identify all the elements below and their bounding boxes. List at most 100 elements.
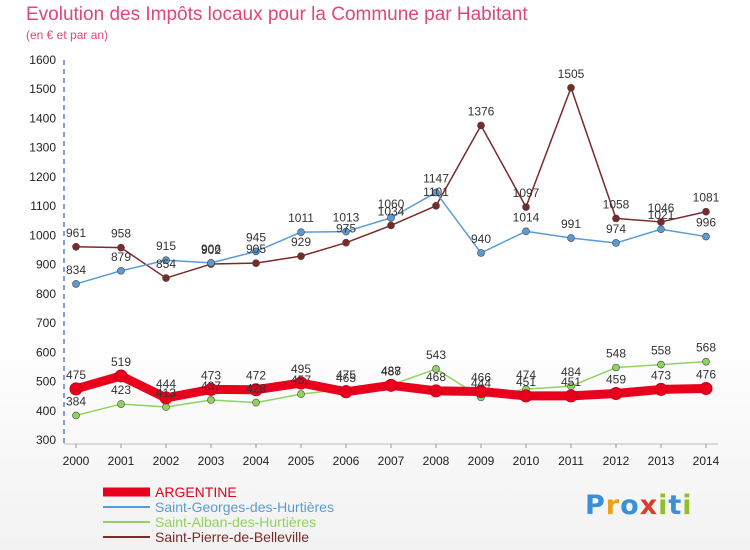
data-label: 1058: [603, 197, 630, 211]
data-point: [657, 360, 665, 369]
x-tick-label: 2008: [423, 454, 450, 468]
x-tick-label: 2012: [603, 454, 630, 468]
y-tick-label: 1400: [29, 111, 56, 125]
data-point: [612, 239, 620, 247]
x-tick-label: 2004: [243, 454, 270, 468]
data-label: 457: [291, 373, 311, 387]
data-label: 488: [381, 364, 401, 378]
data-point: [339, 385, 353, 399]
data-point: [609, 387, 623, 401]
x-tick-label: 2001: [108, 454, 135, 468]
data-label: 548: [606, 347, 626, 361]
data-point: [702, 207, 710, 216]
data-label: 476: [696, 368, 716, 382]
data-label: 444: [156, 377, 176, 391]
data-label: 473: [201, 368, 221, 382]
data-label: 1081: [693, 191, 720, 205]
x-tick-label: 2006: [333, 454, 360, 468]
data-label: 484: [561, 365, 581, 379]
x-tick-label: 2010: [513, 454, 540, 468]
x-tick-label: 2003: [198, 454, 225, 468]
data-label: 459: [606, 373, 626, 387]
proxiti-logo: Proxiti: [585, 490, 693, 521]
data-label: 472: [246, 369, 266, 383]
data-label: 1034: [378, 204, 405, 218]
data-label: 558: [651, 344, 671, 358]
x-tick-label: 2005: [288, 454, 315, 468]
data-point: [474, 384, 488, 398]
data-label: 474: [516, 368, 536, 382]
data-point: [477, 121, 485, 130]
data-label: 1011: [288, 211, 314, 225]
x-tick-label: 2013: [648, 454, 675, 468]
data-label: 475: [66, 368, 86, 382]
data-label: 465: [336, 371, 356, 385]
y-tick-label: 1500: [29, 82, 56, 96]
data-point: [297, 390, 305, 398]
data-point: [249, 383, 263, 397]
data-label: 475: [336, 368, 356, 382]
data-label: 468: [426, 370, 446, 384]
data-label: 1097: [513, 186, 540, 200]
data-point: [162, 274, 170, 282]
y-tick-label: 1600: [29, 53, 56, 67]
y-tick-label: 700: [36, 316, 56, 330]
x-tick-label: 2014: [693, 454, 720, 468]
x-tick-label: 2009: [468, 454, 495, 468]
data-point: [384, 378, 398, 392]
y-tick-label: 1200: [29, 170, 56, 184]
y-tick-label: 1300: [29, 141, 56, 155]
data-label: 905: [246, 242, 266, 256]
data-label: 834: [66, 263, 86, 277]
data-label: 568: [696, 341, 716, 355]
data-point: [252, 247, 260, 256]
data-label: 991: [561, 217, 581, 231]
data-label: 1013: [333, 211, 360, 225]
data-label: 974: [606, 222, 626, 236]
data-label: 929: [291, 235, 311, 249]
data-label: 1014: [513, 210, 540, 224]
data-point: [162, 403, 170, 411]
data-point: [387, 214, 395, 222]
data-point: [654, 382, 668, 396]
data-label: 1021: [648, 208, 675, 222]
data-point: [69, 382, 83, 396]
chart-title: Evolution des Impôts locaux pour la Comm…: [26, 4, 528, 25]
data-point: [342, 227, 350, 236]
data-point: [522, 227, 530, 236]
y-tick-label: 400: [36, 404, 56, 418]
data-label: 487: [381, 364, 401, 378]
y-tick-label: 500: [36, 375, 56, 389]
data-point: [699, 382, 713, 396]
data-point: [297, 252, 305, 260]
data-point: [702, 357, 710, 366]
data-point: [72, 411, 80, 420]
data-label: 854: [156, 257, 176, 271]
data-label: 413: [156, 386, 176, 400]
data-label: 1376: [468, 104, 495, 118]
data-label: 473: [651, 368, 671, 382]
y-tick-label: 1000: [29, 228, 56, 242]
x-tick-label: 2000: [63, 454, 90, 468]
data-point: [162, 256, 170, 265]
chart-subtitle: (en € et par an): [26, 28, 109, 42]
data-label: 451: [516, 375, 536, 389]
data-point: [114, 369, 128, 383]
data-point: [432, 188, 440, 197]
legend-label: ARGENTINE: [155, 484, 237, 500]
data-point: [342, 238, 350, 247]
data-point: [252, 398, 260, 407]
data-label: 945: [246, 230, 266, 244]
legend-label: Saint-Alban-des-Hurtières: [155, 514, 316, 530]
data-point: [117, 243, 125, 252]
data-point: [117, 266, 125, 275]
data-point: [204, 382, 218, 396]
y-tick-label: 900: [36, 258, 56, 272]
data-point: [159, 391, 173, 405]
y-tick-label: 300: [36, 433, 56, 447]
data-point: [657, 225, 665, 234]
data-point: [72, 242, 80, 251]
data-point: [522, 203, 530, 211]
data-point: [72, 280, 80, 288]
